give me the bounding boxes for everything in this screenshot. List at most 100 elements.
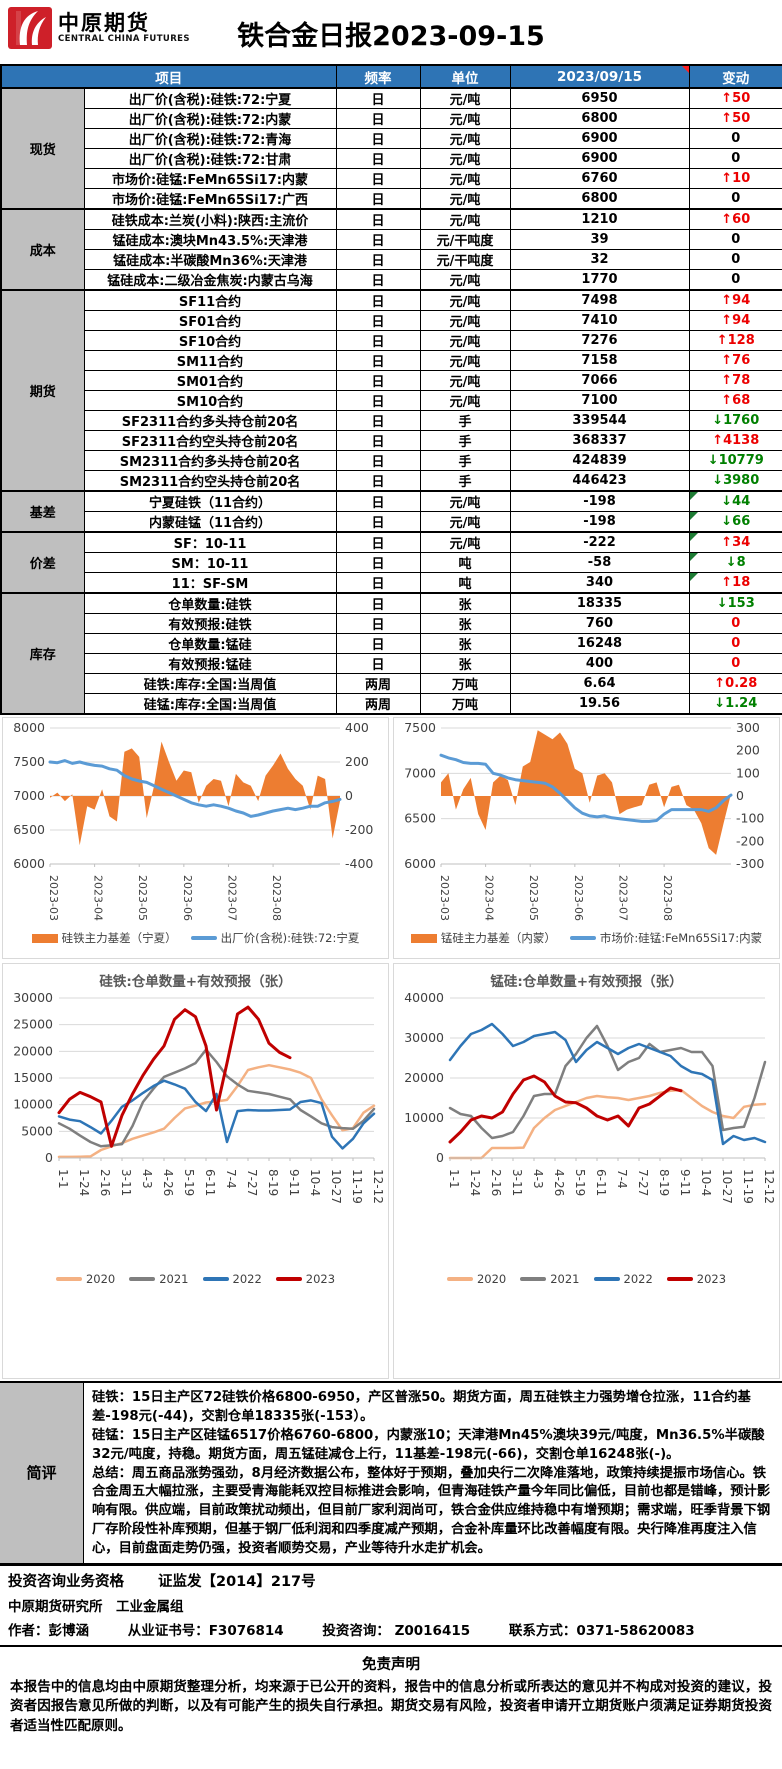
chart-sm-basis-neimeng: 7500 7000 6500 6000 300 200 100 0 -100 -200 -300 20… bbox=[393, 717, 780, 959]
unit-cell: 吨 bbox=[419, 572, 511, 594]
unit-cell: 元/吨 bbox=[419, 490, 511, 512]
item-cell: 仓单数量:硅铁 bbox=[83, 592, 337, 614]
legend-label: 2021 bbox=[159, 1272, 189, 1286]
svg-text:-100: -100 bbox=[736, 811, 764, 826]
svg-text:6000: 6000 bbox=[404, 856, 436, 871]
company-logo: 中原期货 CENTRAL CHINA FUTURES bbox=[8, 7, 190, 49]
table-row: 内蒙硅锰（11合约）日元/吨 -198 ↓66 bbox=[1, 511, 782, 533]
svg-text:9-11: 9-11 bbox=[678, 1169, 692, 1196]
legend-item: 2022 bbox=[202, 1272, 262, 1286]
change-cell: 0 bbox=[688, 613, 782, 634]
legend-item: 市场价:硅锰:FeMn65Si17:内蒙 bbox=[569, 930, 762, 946]
unit-cell: 张 bbox=[419, 653, 511, 674]
value-cell: 7498 bbox=[509, 289, 690, 311]
table-row: 硅铁:库存:全国:当周值 两周 万吨 6.64 ↑0.28 bbox=[1, 673, 782, 694]
svg-text:0: 0 bbox=[436, 1150, 444, 1165]
change-value: ↑18 bbox=[721, 575, 751, 590]
change-cell: ↑128 bbox=[688, 330, 782, 351]
legend-item: 锰硅主力基差（内蒙） bbox=[410, 930, 556, 946]
legend-swatch bbox=[666, 1277, 693, 1281]
svg-text:2023-07: 2023-07 bbox=[225, 875, 238, 921]
freq-cell: 日 bbox=[335, 511, 421, 533]
svg-text:10000: 10000 bbox=[404, 1110, 444, 1125]
legend-label: 硅铁主力基差（宁夏） bbox=[61, 931, 177, 945]
unit-cell: 元/吨 bbox=[419, 330, 511, 351]
freq-cell: 日 bbox=[335, 592, 421, 614]
item-cell: SM2311合约多头持仓前20名 bbox=[83, 450, 337, 471]
table-row: 锰硅成本:澳块Mn43.5%:天津港日元/干吨度 39 0 bbox=[1, 229, 782, 250]
change-cell: ↑94 bbox=[688, 289, 782, 311]
legend-item: 2021 bbox=[129, 1272, 189, 1286]
legend-swatch bbox=[520, 1277, 547, 1281]
legend-item: 出厂价(含税):硅铁:72:宁夏 bbox=[190, 930, 360, 946]
corner-marker-icon bbox=[690, 553, 698, 561]
unit-cell: 元/吨 bbox=[419, 531, 511, 553]
chart-legend: 锰硅主力基差（内蒙） 市场价:硅锰:FeMn65Si17:内蒙 bbox=[394, 930, 779, 946]
change-value: 0 bbox=[731, 616, 741, 631]
unit-cell: 元/干吨度 bbox=[419, 229, 511, 250]
chart-title: 硅铁:仓单数量+有效预报（张） bbox=[99, 974, 292, 990]
value-cell: 6800 bbox=[509, 108, 690, 129]
svg-text:400: 400 bbox=[345, 720, 369, 735]
svg-text:25000: 25000 bbox=[13, 1017, 53, 1032]
unit-cell: 元/吨 bbox=[419, 188, 511, 210]
svg-text:0: 0 bbox=[345, 788, 353, 803]
value-cell: -198 bbox=[509, 511, 690, 533]
comment-section: 简评 硅铁：15日主产区72硅铁价格6800-6950，产区普涨50。期货方面，… bbox=[0, 1381, 782, 1566]
corner-marker-icon bbox=[681, 66, 688, 73]
group-label: 成本 bbox=[0, 208, 85, 291]
svg-text:2-16: 2-16 bbox=[489, 1169, 503, 1196]
unit-cell: 元/吨 bbox=[419, 87, 511, 109]
item-cell: 出厂价(含税):硅铁:72:内蒙 bbox=[83, 108, 337, 129]
table-row: 基差 宁夏硅铁（11合约）日元/吨 -198 ↓44 bbox=[0, 490, 782, 533]
item-cell: 仓单数量:锰硅 bbox=[83, 633, 337, 654]
change-value: ↑76 bbox=[721, 353, 751, 368]
change-value: 0 bbox=[731, 272, 741, 287]
change-cell: 0 bbox=[688, 188, 782, 210]
change-value: ↑34 bbox=[721, 535, 751, 550]
item-cell: 有效预报:锰硅 bbox=[83, 653, 337, 674]
legend-swatch bbox=[129, 1277, 156, 1281]
unit-cell: 元/吨 bbox=[419, 310, 511, 331]
value-cell: 6900 bbox=[509, 148, 690, 169]
svg-text:2023-06: 2023-06 bbox=[181, 875, 194, 921]
svg-text:8000: 8000 bbox=[13, 720, 45, 735]
svg-text:4-26: 4-26 bbox=[161, 1169, 175, 1196]
svg-text:1-1: 1-1 bbox=[56, 1169, 70, 1189]
freq-cell: 日 bbox=[335, 128, 421, 149]
legend-label: 2023 bbox=[696, 1272, 727, 1286]
column-header-change: 变动 bbox=[688, 64, 782, 89]
table-row: 市场价:硅锰:FeMn65Si17:广西日元/吨 6800 0 bbox=[1, 188, 782, 210]
change-cell: ↑10 bbox=[688, 168, 782, 189]
value-cell: 400 bbox=[509, 653, 690, 674]
value-cell: -222 bbox=[509, 531, 690, 553]
item-cell: 市场价:硅锰:FeMn65Si17:广西 bbox=[83, 188, 337, 210]
unit-cell: 手 bbox=[419, 430, 511, 451]
svg-text:30000: 30000 bbox=[13, 990, 53, 1005]
legend-label: 2020 bbox=[476, 1272, 507, 1286]
svg-text:7500: 7500 bbox=[13, 754, 45, 769]
freq-cell: 日 bbox=[335, 87, 421, 109]
svg-text:7-4: 7-4 bbox=[224, 1169, 238, 1189]
freq-cell: 日 bbox=[335, 531, 421, 553]
svg-text:-200: -200 bbox=[736, 833, 764, 848]
change-value: ↓8 bbox=[725, 555, 746, 570]
value-cell: 7100 bbox=[509, 390, 690, 411]
svg-text:1-24: 1-24 bbox=[77, 1169, 91, 1196]
group-label: 价差 bbox=[0, 531, 85, 594]
svg-text:7-27: 7-27 bbox=[245, 1169, 259, 1196]
chart-sm-warrants: 锰硅:仓单数量+有效预报（张） 0 10000 20000 30000 40000 1-1… bbox=[393, 963, 780, 1379]
table-row: 锰硅成本:半碳酸Mn36%:天津港日元/干吨度 32 0 bbox=[1, 249, 782, 270]
change-value: ↑0.28 bbox=[714, 676, 758, 691]
change-cell: 0 bbox=[688, 148, 782, 169]
table-row: 出厂价(含税):硅铁:72:青海日元/吨 6900 0 bbox=[1, 128, 782, 149]
svg-text:2023-08: 2023-08 bbox=[661, 875, 674, 921]
change-value: ↑4138 bbox=[712, 433, 760, 448]
svg-text:2023-04: 2023-04 bbox=[483, 875, 496, 921]
svg-text:2023-07: 2023-07 bbox=[616, 875, 629, 921]
legend-label: 出厂价(含税):硅铁:72:宁夏 bbox=[220, 931, 360, 945]
change-value: ↓1760 bbox=[712, 413, 760, 428]
table-row: SM01合约日元/吨 7066 ↑78 bbox=[1, 370, 782, 391]
svg-text:0: 0 bbox=[736, 788, 744, 803]
value-cell: 39 bbox=[509, 229, 690, 250]
